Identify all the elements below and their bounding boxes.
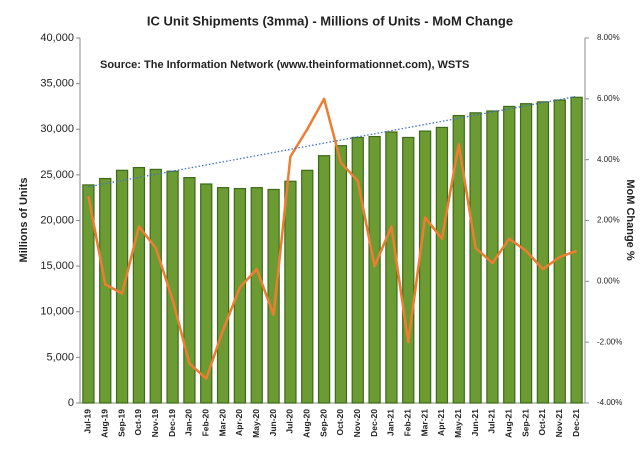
x-tick-label: Jul-20 [285,409,295,434]
y2-tick-label: 0.00% [597,276,620,285]
bar [553,99,566,404]
x-tick-label: Nov-21 [554,409,564,438]
x-tick-label: Sep-19 [116,409,126,437]
y-tick-label: 30,000 [40,123,74,135]
x-tick-label: Jul-21 [487,409,497,434]
x-tick-label: Sep-20 [318,409,328,437]
x-tick-label: May-20 [251,409,261,438]
x-tick-label: Aug-21 [504,409,514,438]
bar [200,183,213,404]
x-tick-label: Dec-21 [571,409,581,437]
bar [115,169,129,404]
x-tick-label: Nov-19 [150,409,160,438]
bar [452,114,465,404]
y-tick-label: 15,000 [40,260,74,272]
bar [317,155,331,404]
trendline [88,95,577,188]
bar [132,166,146,404]
bar [503,105,516,404]
x-tick-label: Oct-20 [335,409,345,436]
y-tick-label: 35,000 [40,78,74,90]
x-tick-label: Aug-19 [100,409,110,438]
bar [368,135,381,404]
x-tick-label: Aug-20 [302,409,312,438]
bar [469,112,482,404]
y2-tick-label: 6.00% [597,94,620,103]
x-tick-label: Jun-20 [268,409,278,437]
x-tick-label: Dec-19 [167,409,177,437]
y-tick-label: 20,000 [40,214,74,226]
x-tick-label: Jul-19 [83,409,93,434]
y-axis-label: Millions of Units [18,178,30,263]
x-tick-label: Feb-21 [403,409,413,437]
x-tick-label: Feb-20 [201,409,211,437]
bar [301,169,314,404]
chart-title: IC Unit Shipments (3mma) - Millions of U… [147,13,513,28]
bar [216,187,230,404]
y2-tick-label: -4.00% [597,398,622,407]
bar [418,130,432,404]
chart-subtitle: Source: The Information Network (www.the… [100,59,469,71]
bar [267,188,280,404]
bar [402,136,415,404]
x-tick-label: Jan-20 [184,409,194,436]
x-tick-label: Apr-20 [234,409,244,436]
x-tick-label: Jan-21 [386,409,396,436]
x-tick-label: Oct-19 [133,409,143,436]
bar [250,187,263,404]
x-tick-label: May-21 [453,409,463,438]
y2-tick-label: 4.00% [597,155,620,164]
bar [334,145,348,404]
bar [99,177,112,404]
x-tick-label: Dec-20 [369,409,379,437]
bar [183,177,196,404]
x-tick-label: Oct-21 [537,409,547,436]
y2-tick-label: 8.00% [597,33,620,42]
x-tick-label: Mar-21 [419,409,429,437]
x-tick-label: Nov-20 [352,409,362,438]
bar [149,168,162,404]
x-tick-label: Sep-21 [520,409,530,437]
bar [536,101,550,404]
bar [570,96,583,404]
x-tick-label: Jun-21 [470,409,480,437]
bar [166,170,179,404]
bar [284,180,297,404]
y-tick-label: 10,000 [40,306,74,318]
y2-tick-label: 2.00% [597,216,620,225]
bar [82,184,95,404]
bar [233,187,247,404]
line-series [87,97,578,380]
bar [435,126,449,404]
y-tick-label: 25,000 [40,169,74,181]
y2-axis-label: MoM Change % [624,179,636,260]
x-tick-label: Mar-20 [217,409,227,437]
y2-tick-label: -2.00% [597,337,622,346]
bar [385,131,398,404]
x-tick-label: Apr-21 [436,409,446,436]
y-tick-label: 40,000 [40,32,74,44]
y-tick-label: 0 [68,397,74,409]
y-tick-label: 5,000 [46,351,74,363]
bar [519,103,533,404]
